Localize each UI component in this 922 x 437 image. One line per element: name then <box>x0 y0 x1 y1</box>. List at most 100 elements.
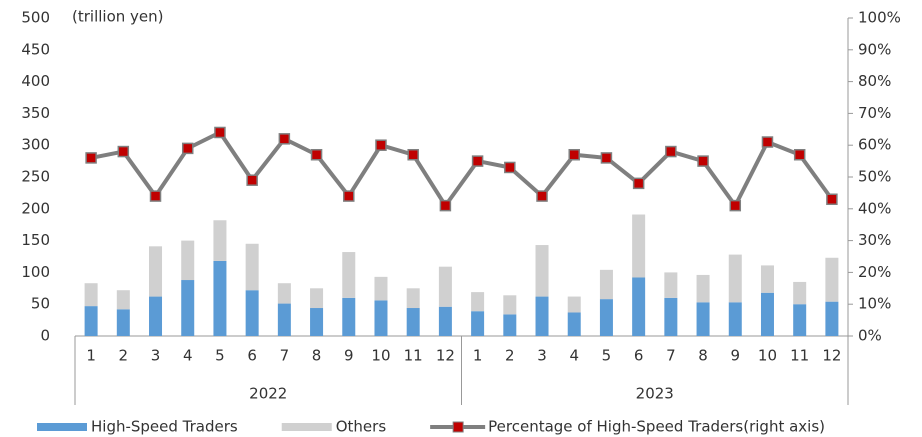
group-label: 2022 <box>249 385 287 403</box>
y2-tick-label: 100% <box>858 9 901 27</box>
bar <box>116 309 130 336</box>
bar <box>310 288 324 309</box>
bar <box>599 299 613 336</box>
bar <box>632 214 646 278</box>
x-tick-label: 9 <box>344 347 354 365</box>
x-tick-label: 3 <box>151 347 161 365</box>
y-tick-label: 350 <box>21 104 50 122</box>
marker <box>793 148 806 161</box>
bar <box>760 265 774 293</box>
marker <box>310 148 323 161</box>
marker <box>536 190 548 202</box>
x-tick-label: 5 <box>602 347 612 365</box>
marker <box>214 126 226 139</box>
bar <box>438 306 452 336</box>
bar <box>599 269 613 300</box>
y-tick-label: 200 <box>21 199 50 217</box>
marker <box>246 174 258 186</box>
bar <box>342 297 356 336</box>
bar <box>535 245 549 297</box>
y2-tick-label: 70% <box>858 104 891 122</box>
y2-tick-label: 80% <box>858 72 891 90</box>
bar <box>503 314 517 336</box>
y-tick-label: 500 <box>21 9 50 27</box>
x-tick-label: 3 <box>537 347 547 365</box>
x-tick-label: 6 <box>634 347 644 365</box>
bar <box>181 240 195 281</box>
x-tick-label: 12 <box>436 347 455 365</box>
x-tick-label: 4 <box>569 347 579 365</box>
bar <box>277 283 291 304</box>
marker <box>504 161 516 174</box>
marker <box>632 177 645 190</box>
bar <box>825 257 839 302</box>
marker <box>439 199 452 212</box>
legend-label: Others <box>336 418 387 436</box>
marker <box>149 190 162 202</box>
bar <box>149 296 163 336</box>
bar <box>342 252 356 298</box>
x-tick-label: 8 <box>312 347 322 365</box>
x-tick-label: 1 <box>86 347 96 365</box>
bar <box>471 292 485 312</box>
marker <box>600 152 613 164</box>
bar <box>535 296 549 336</box>
bar <box>84 306 98 336</box>
y-tick-label: 400 <box>21 72 50 90</box>
x-tick-label: 10 <box>371 347 390 365</box>
legend-marker <box>452 421 464 433</box>
bar <box>696 274 710 303</box>
y-tick-label: 450 <box>21 40 50 58</box>
x-tick-label: 8 <box>698 347 708 365</box>
marker <box>568 148 580 161</box>
bar <box>84 283 98 307</box>
y-tick-label: 100 <box>21 263 50 281</box>
bar <box>438 266 452 307</box>
marker <box>375 139 387 151</box>
x-tick-label: 11 <box>790 347 809 365</box>
marker <box>278 133 291 145</box>
bar <box>696 302 710 336</box>
x-tick-label: 5 <box>215 347 225 365</box>
bar <box>181 280 195 336</box>
y-tick-label: 0 <box>40 327 50 345</box>
x-tick-label: 1 <box>473 347 483 365</box>
y2-tick-label: 0% <box>858 327 882 345</box>
bar <box>406 288 420 309</box>
bar <box>116 290 130 310</box>
x-tick-label: 7 <box>666 347 676 365</box>
x-tick-label: 12 <box>822 347 841 365</box>
y2-tick-label: 40% <box>858 199 891 217</box>
bar <box>567 312 581 336</box>
legend-label: Percentage of High-Speed Traders(right a… <box>488 418 825 436</box>
line <box>90 129 834 210</box>
marker <box>85 152 97 164</box>
x-tick-label: 4 <box>183 347 193 365</box>
bar <box>406 308 420 336</box>
legend-label: High-Speed Traders <box>91 418 238 436</box>
bar <box>728 302 742 336</box>
bar <box>149 246 163 297</box>
marker <box>181 142 194 155</box>
x-tick-label: 2 <box>505 347 515 365</box>
y-tick-label: 150 <box>21 231 50 249</box>
x-tick-label: 2 <box>119 347 129 365</box>
bar <box>728 254 742 303</box>
marker <box>665 145 677 158</box>
bar <box>567 296 581 313</box>
y2-tick-label: 90% <box>858 40 891 58</box>
x-tick-label: 9 <box>730 347 740 365</box>
bar <box>760 292 774 336</box>
marker <box>761 136 774 148</box>
y2-tick-label: 60% <box>858 136 891 154</box>
bar <box>310 308 324 336</box>
y2-tick-label: 20% <box>858 263 891 281</box>
marker <box>407 148 419 161</box>
bar <box>277 303 291 336</box>
marker <box>117 145 130 158</box>
legend-swatch <box>281 423 332 431</box>
bar <box>664 297 678 336</box>
legend-swatch <box>37 423 87 431</box>
y2-tick-label: 10% <box>858 295 891 313</box>
